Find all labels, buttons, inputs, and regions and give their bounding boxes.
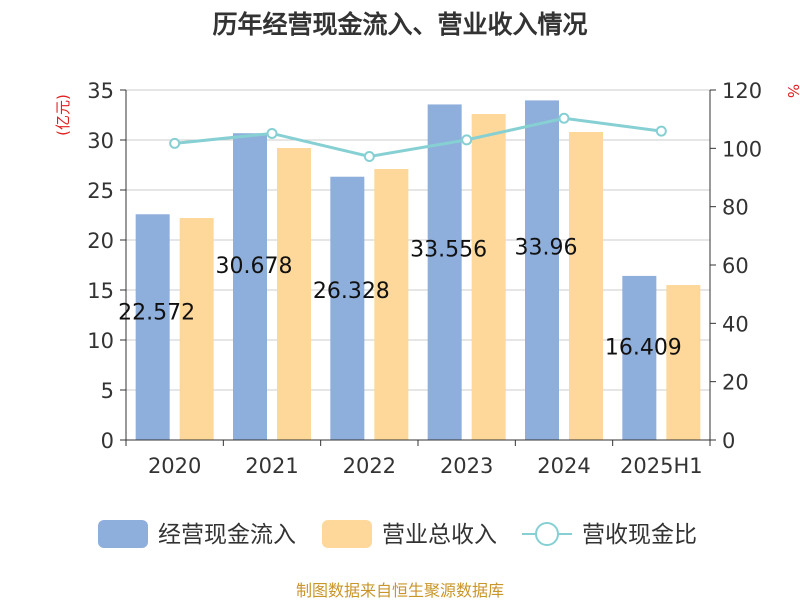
- ratio-line-path: [174, 116, 662, 159]
- ratio-point: [363, 151, 375, 162]
- left-axis-tick-label: 10: [87, 329, 114, 353]
- x-axis-tick-label: 2023: [440, 454, 493, 478]
- x-axis-tick-label: 2021: [245, 454, 298, 478]
- axes: 0 5 10 15 20 25 30 35 0 20 40 60 80 100 120 2020 2021 202…: [87, 79, 762, 478]
- left-axis-tick-label: 15: [87, 279, 114, 303]
- bar-revenue: [277, 148, 311, 440]
- x-axis-tick-label: 2025H1: [620, 454, 703, 478]
- x-axis-tick-label: 2024: [537, 454, 590, 478]
- bar-revenue: [471, 114, 506, 440]
- bar-cash-inflow: [622, 275, 657, 440]
- legend-swatch: [98, 520, 148, 548]
- left-axis-tick-label: 5: [101, 379, 114, 403]
- bar-revenue: [179, 218, 214, 440]
- right-axis-tick-label: 40: [722, 312, 749, 336]
- legend-swatch: [322, 520, 372, 548]
- ratio-point: [169, 137, 181, 149]
- bar-revenue: [666, 285, 701, 440]
- left-axis-tick-label: 20: [87, 229, 114, 253]
- bar-cash-inflow: [525, 100, 559, 441]
- right-axis-tick-label: 60: [722, 254, 749, 278]
- right-axis-tick-label: 0: [722, 429, 735, 453]
- left-axis-tick-label: 30: [87, 129, 114, 153]
- left-axis-tick-label: 35: [87, 79, 114, 103]
- right-axis-tick-label: 20: [722, 371, 749, 395]
- right-axis-tick-label: 120: [722, 79, 762, 103]
- data-label: 26.328: [313, 279, 390, 304]
- legend: 经营现金流入 营业总收入 营收现金比: [98, 520, 697, 548]
- right-axis-tick-label: 100: [722, 137, 762, 161]
- legend-label: 营业总收入: [382, 522, 497, 548]
- ratio-line: [169, 112, 667, 162]
- bars: [135, 100, 701, 441]
- bar-cash-inflow: [135, 214, 170, 440]
- left-axis-tick-label: 25: [87, 179, 114, 203]
- bar-cash-inflow: [427, 104, 462, 440]
- x-axis-tick-label: 2022: [343, 454, 396, 478]
- bar-revenue: [374, 169, 409, 440]
- right-axis-unit-label: %: [784, 84, 800, 98]
- source-note: 制图数据来自恒生聚源数据库: [296, 581, 504, 600]
- bar-revenue: [569, 132, 603, 440]
- ratio-point: [461, 134, 473, 146]
- ratio-point: [655, 125, 667, 137]
- legend-label: 营收现金比: [582, 522, 697, 548]
- chart-title: 历年经营现金流入、营业收入情况: [212, 10, 587, 39]
- ratio-point: [266, 127, 278, 139]
- bar-cash-inflow: [330, 176, 365, 440]
- bar-cash-inflow: [233, 133, 267, 440]
- left-axis-unit-label: (亿元): [54, 94, 72, 136]
- grid: [126, 89, 710, 391]
- data-label: 22.572: [118, 300, 195, 325]
- right-axis-tick-label: 80: [722, 196, 749, 220]
- x-axis-tick-label: 2020: [148, 454, 201, 478]
- legend-label: 经营现金流入: [158, 522, 296, 548]
- left-axis-tick-label: 0: [101, 429, 114, 453]
- ratio-point: [558, 112, 570, 124]
- legend-marker: [535, 522, 559, 546]
- data-label: 16.409: [605, 335, 682, 360]
- data-labels: 22.572 30.678 26.328 33.556 33.96 16.409: [118, 235, 682, 360]
- data-label: 30.678: [216, 254, 293, 279]
- data-label: 33.96: [515, 235, 578, 260]
- data-label: 33.556: [410, 238, 487, 263]
